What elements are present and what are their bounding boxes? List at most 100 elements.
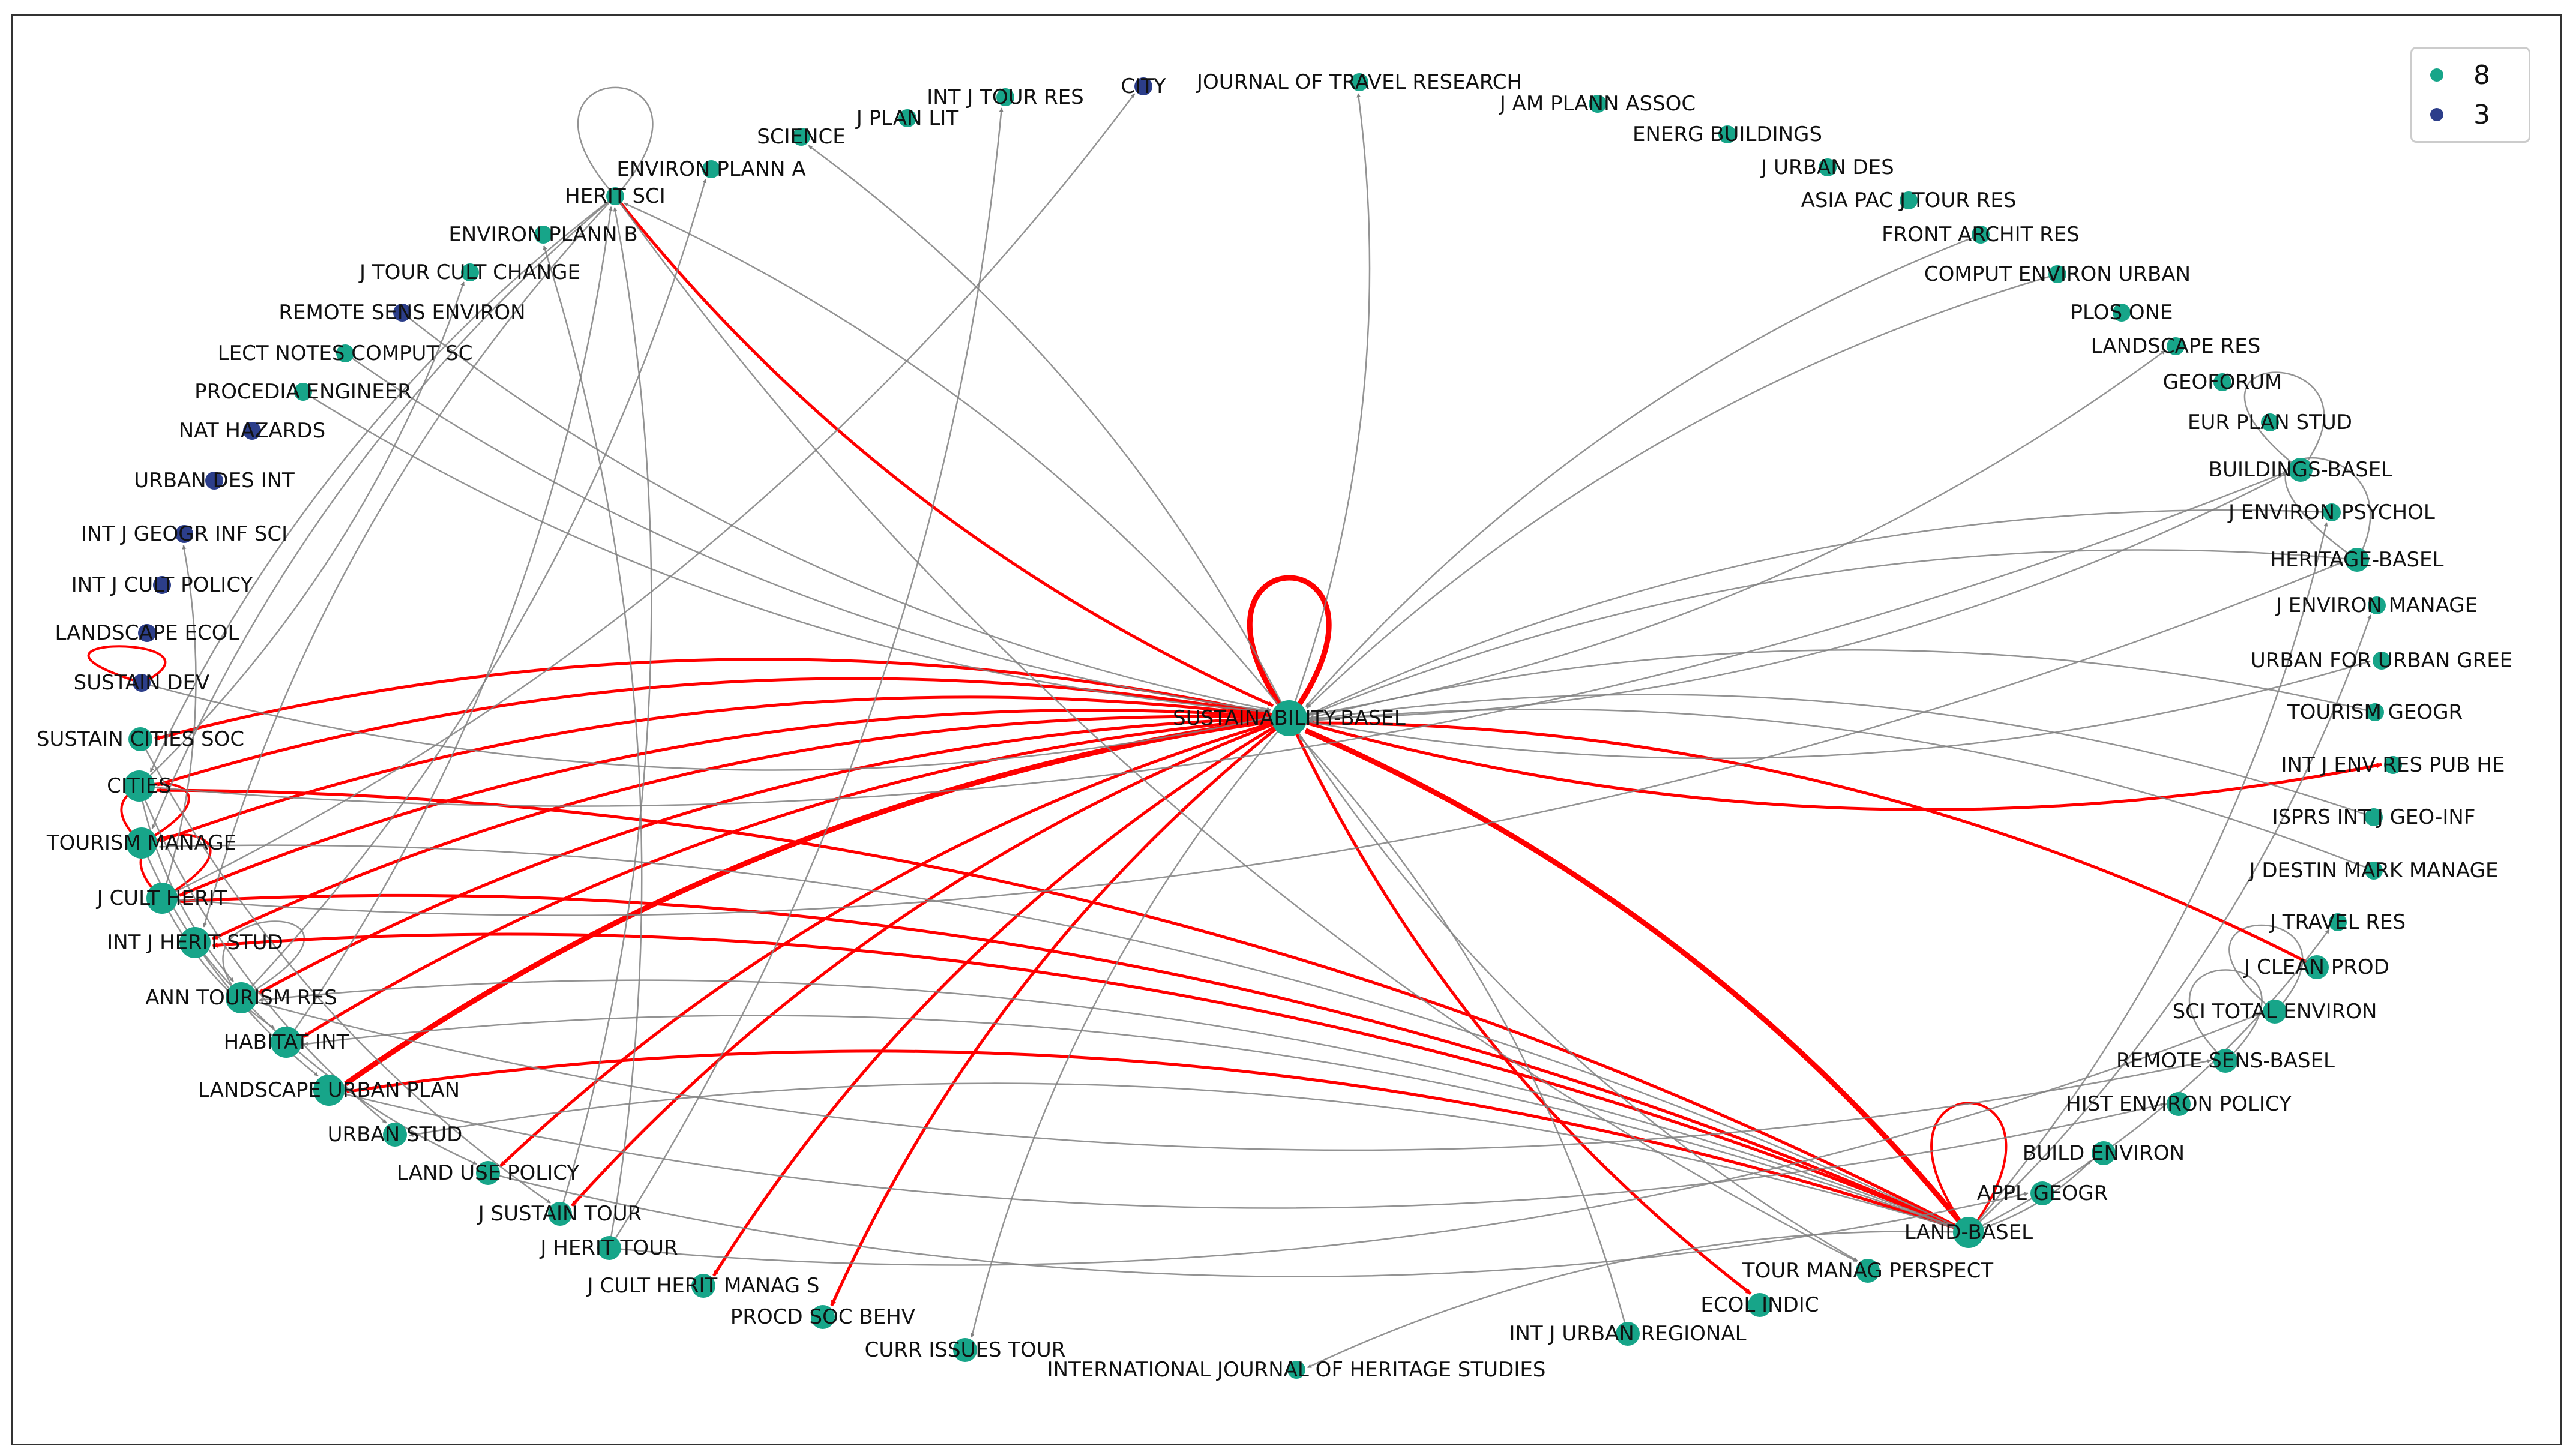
node-label-int-j-urban-regional: INT J URBAN REGIONAL <box>1509 1322 1746 1346</box>
edge-heritage-basel-to-sustainability-basel <box>1308 549 2358 716</box>
node-energ-buildings <box>1718 125 1736 143</box>
edge-sustain-dev-to-sustainability-basel <box>141 682 1269 771</box>
edge-land-use-policy-to-appl-geogr <box>487 1172 2029 1277</box>
node-urban-stud <box>383 1123 407 1147</box>
node-asia-pac-j-tour-res <box>1900 191 1918 209</box>
node-j-sustain-tour <box>548 1202 572 1226</box>
node-j-urban-des <box>1819 158 1837 176</box>
edge-land-basel-to-land-basel <box>1930 1102 2008 1234</box>
edge-ann-tourism-res-to-remote-sens-basel <box>241 997 2212 1151</box>
node-environ-plann-a <box>702 160 720 178</box>
edge-land-basel-to-international-journal-of-heritage-studies <box>1307 1230 1969 1369</box>
node-j-environ-manage <box>2368 596 2386 614</box>
edge-herit-sci-to-cities <box>149 196 616 773</box>
legend-marker-3 <box>2430 108 2443 121</box>
node-label-sci-total-environ: SCI TOTAL ENVIRON <box>2173 1000 2377 1024</box>
node-ann-tourism-res <box>226 982 257 1013</box>
node-procd-soc-behv <box>811 1305 835 1329</box>
node-label-heritage-basel: HERITAGE-BASEL <box>2271 548 2444 572</box>
node-herit-sci <box>606 187 624 205</box>
edge-sustainability-basel-to-buildings-basel <box>1289 472 2287 719</box>
node-label-front-archit-res: FRONT ARCHIT RES <box>1882 223 2080 247</box>
node-label-int-j-tour-res: INT J TOUR RES <box>927 85 1083 109</box>
node-label-j-am-plann-assoc: J AM PLANN ASSOC <box>1499 92 1696 116</box>
edge-land-basel-to-tourism-manage <box>158 844 1969 1234</box>
node-tourism-geogr <box>2366 703 2384 721</box>
edge-comput-environ-urban-to-sustainability-basel <box>1306 273 2058 709</box>
node-label-environ-plann-b: ENVIRON PLANN B <box>448 223 637 247</box>
edge-heritage-basel-to-heritage-basel <box>2284 457 2371 561</box>
edge-sustainability-basel-to-curr-issues-tour <box>971 718 1290 1338</box>
edge-j-herit-tour-to-int-j-tour-res <box>608 107 1004 1249</box>
node-landscape-ecol <box>138 624 156 642</box>
node-label-isprs-int-j-geo-inf: ISPRS INT J GEO-INF <box>2272 805 2476 829</box>
edge-landscape-urban-plan-to-hist-environ-policy <box>328 1089 2165 1209</box>
edge-j-herit-tour-to-environ-plann-b <box>543 245 643 1249</box>
edge-herit-sci-to-int-j-herit-stud <box>203 196 616 928</box>
node-label-curr-issues-tour: CURR ISSUES TOUR <box>865 1338 1066 1362</box>
node-label-buildings-basel: BUILDINGS-BASEL <box>2209 458 2392 482</box>
node-urban-for-urban-gree <box>2373 652 2391 670</box>
node-ecol-indic <box>1748 1293 1772 1317</box>
node-label-int-j-env-res-pub-he: INT J ENV RES PUB HE <box>2281 753 2505 777</box>
node-curr-issues-tour <box>953 1338 977 1362</box>
edge-sustainability-basel-to-j-cult-herit-manag-s <box>712 716 1290 1277</box>
edge-int-j-herit-stud-to-land-use-policy <box>194 942 477 1165</box>
node-appl-geogr <box>2030 1181 2054 1205</box>
node-label-landscape-urban-plan: LANDSCAPE URBAN PLAN <box>198 1078 460 1102</box>
node-label-procd-soc-behv: PROCD SOC BEHV <box>730 1305 915 1329</box>
edge-int-j-urban-regional-to-sustainability-basel <box>1298 735 1629 1334</box>
node-label-city: CITY <box>1121 74 1166 98</box>
edge-sustainability-basel-to-cities <box>157 677 1290 787</box>
node-j-travel-res <box>2329 913 2347 931</box>
edge-j-clean-prod-to-sustainability-basel <box>1308 720 2318 969</box>
node-label-appl-geogr: APPL GEOGR <box>1977 1181 2108 1205</box>
node-label-geoforum: GEOFORUM <box>2163 370 2283 394</box>
node-label-cities: CITIES <box>107 774 172 798</box>
edge-sustainability-basel-to-journal-of-travel-research <box>1288 93 1371 719</box>
legend-marker-8 <box>2430 68 2443 82</box>
node-geoforum <box>2213 373 2231 391</box>
edge-land-basel-to-int-j-herit-stud <box>212 932 1969 1234</box>
node-label-tourism-geogr: TOURISM GEOGR <box>2287 700 2463 724</box>
edge-sustainability-basel-to-sustainability-basel <box>1247 575 1332 720</box>
node-label-j-environ-psychol: J ENVIRON PSYCHOL <box>2227 500 2435 524</box>
edge-sustainability-basel-to-tourism-manage <box>158 695 1290 843</box>
node-label-urban-stud: URBAN STUD <box>328 1123 463 1147</box>
node-nat-hazards <box>243 422 261 440</box>
node-comput-environ-urban <box>2048 265 2066 283</box>
edge-buildings-basel-to-buildings-basel <box>2243 371 2325 470</box>
edge-j-cult-herit-to-j-cult-herit <box>139 833 212 899</box>
node-label-int-j-cult-policy: INT J CULT POLICY <box>71 573 253 597</box>
edge-herit-sci-to-herit-sci <box>577 86 654 197</box>
node-label-land-use-policy: LAND USE POLICY <box>397 1161 580 1185</box>
node-label-j-cult-herit: J CULT HERIT <box>96 886 227 910</box>
node-label-j-travel-res: J TRAVEL RES <box>2269 910 2406 934</box>
edge-land-basel-to-build-environ <box>1968 1160 2092 1234</box>
node-label-tourism-manage: TOURISM MANAGE <box>46 831 236 855</box>
edge-sustainability-basel-to-ecol-indic <box>1287 717 1752 1295</box>
edge-sustainability-basel-to-ann-tourism-res <box>257 716 1290 995</box>
node-label-build-environ: BUILD ENVIRON <box>2023 1141 2185 1165</box>
edge-sustainability-basel-to-urban-for-urban-gree <box>1289 660 2371 760</box>
edge-sci-total-environ-to-sci-total-environ <box>2228 924 2304 1012</box>
node-tour-manag-perspect <box>1856 1259 1880 1283</box>
edge-land-basel-to-j-environ-manage <box>1968 614 2371 1233</box>
node-j-cult-herit-manag-s <box>691 1274 715 1298</box>
edge-herit-sci-to-sustainability-basel <box>614 195 1274 707</box>
node-front-archit-res <box>1972 226 1990 244</box>
node-land-basel <box>1953 1217 1984 1248</box>
node-int-j-geogr-inf-sci <box>175 525 193 543</box>
node-international-journal-of-heritage-studies <box>1287 1361 1305 1379</box>
node-label-lect-notes-comput-sc: LECT NOTES COMPUT SC <box>218 341 473 365</box>
node-procedia-engineer <box>294 383 312 401</box>
node-label-sustain-dev: SUSTAIN DEV <box>74 671 210 695</box>
node-label-sustain-cities-soc: SUSTAIN CITIES SOC <box>37 727 244 751</box>
node-science <box>792 128 810 146</box>
edge-sustainability-basel-to-landscape-urban-plan <box>344 715 1290 1086</box>
node-label-eur-plan-stud: EUR PLAN STUD <box>2188 410 2352 434</box>
edge-cities-to-j-tour-cult-change <box>139 281 465 787</box>
node-label-procedia-engineer: PROCEDIA ENGINEER <box>194 380 412 404</box>
legend-label-8: 8 <box>2473 59 2490 91</box>
node-j-herit-tour <box>597 1236 621 1260</box>
